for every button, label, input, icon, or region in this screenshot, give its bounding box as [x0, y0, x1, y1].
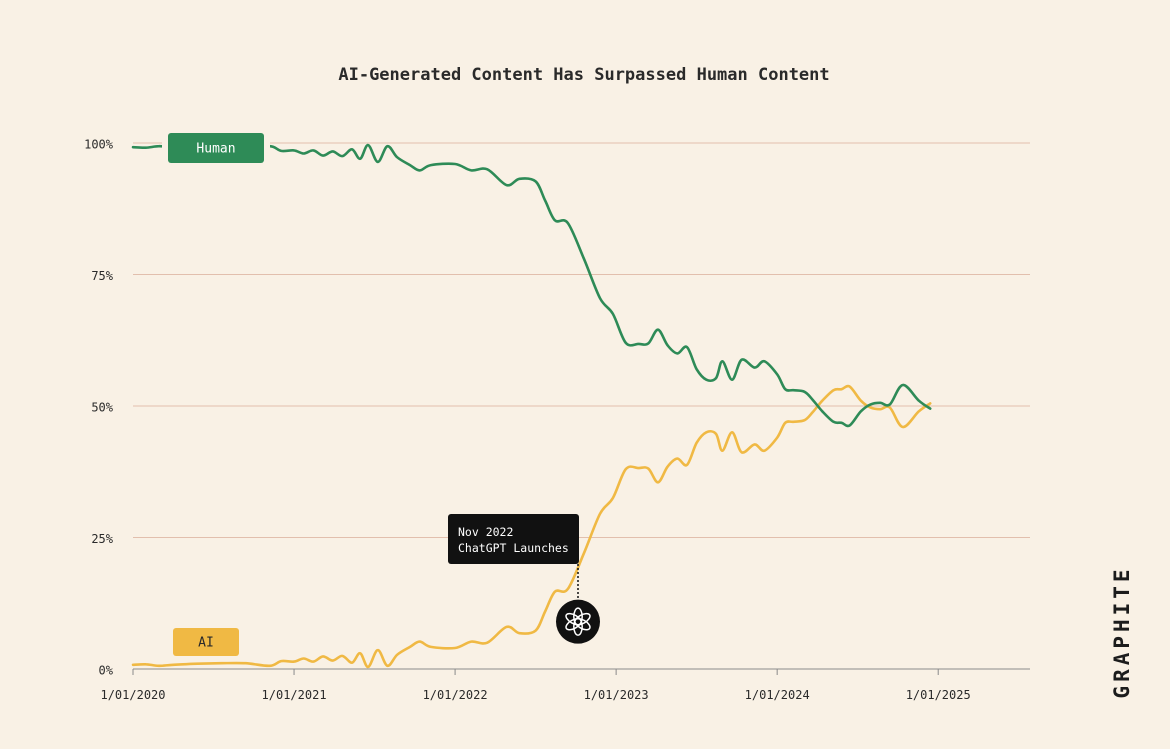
series-tag-human: Human	[162, 130, 270, 166]
series-tag-label: Human	[196, 142, 235, 157]
y-axis-ticks: 0% 25% 50% 75% 100%	[84, 138, 114, 678]
y-tick-label: 75%	[91, 269, 113, 283]
x-tick-label: 1/01/2021	[262, 688, 327, 702]
y-tick-label: 0%	[99, 664, 114, 678]
chatgpt-annotation: Nov 2022 ChatGPT Launches	[448, 514, 600, 644]
brand-name: GRAPHITE	[1110, 565, 1134, 698]
series-tag-box	[173, 628, 239, 656]
x-axis-ticks: 1/01/2020 1/01/2021 1/01/2022 1/01/2023 1/01…	[100, 669, 971, 702]
x-tick-label: 1/01/2023	[584, 688, 649, 702]
openai-logo-icon	[556, 599, 600, 644]
annotation-line: Nov 2022	[458, 525, 513, 539]
grid	[133, 142, 1030, 670]
series-labels: Human AI	[162, 130, 270, 659]
graphite-logo: GRAPHITE	[1110, 565, 1134, 698]
series-tag-box	[168, 133, 264, 163]
series-tag-label: AI	[198, 636, 214, 651]
y-tick-label: 25%	[91, 532, 113, 546]
chart-title: AI-Generated Content Has Surpassed Human…	[338, 65, 829, 85]
x-tick-label: 1/01/2024	[745, 688, 810, 702]
series-line-ai	[131, 384, 932, 669]
y-tick-label: 50%	[91, 401, 113, 415]
annotation-box	[448, 514, 579, 564]
annotation-line: ChatGPT Launches	[458, 541, 569, 555]
series-line-human	[131, 143, 932, 428]
series-lines	[131, 143, 932, 669]
series-tag-ai: AI	[167, 625, 245, 659]
x-tick-label: 1/01/2022	[423, 688, 488, 702]
y-tick-label: 100%	[84, 138, 114, 152]
x-tick-label: 1/01/2020	[100, 688, 165, 702]
x-tick-label: 1/01/2025	[906, 688, 971, 702]
